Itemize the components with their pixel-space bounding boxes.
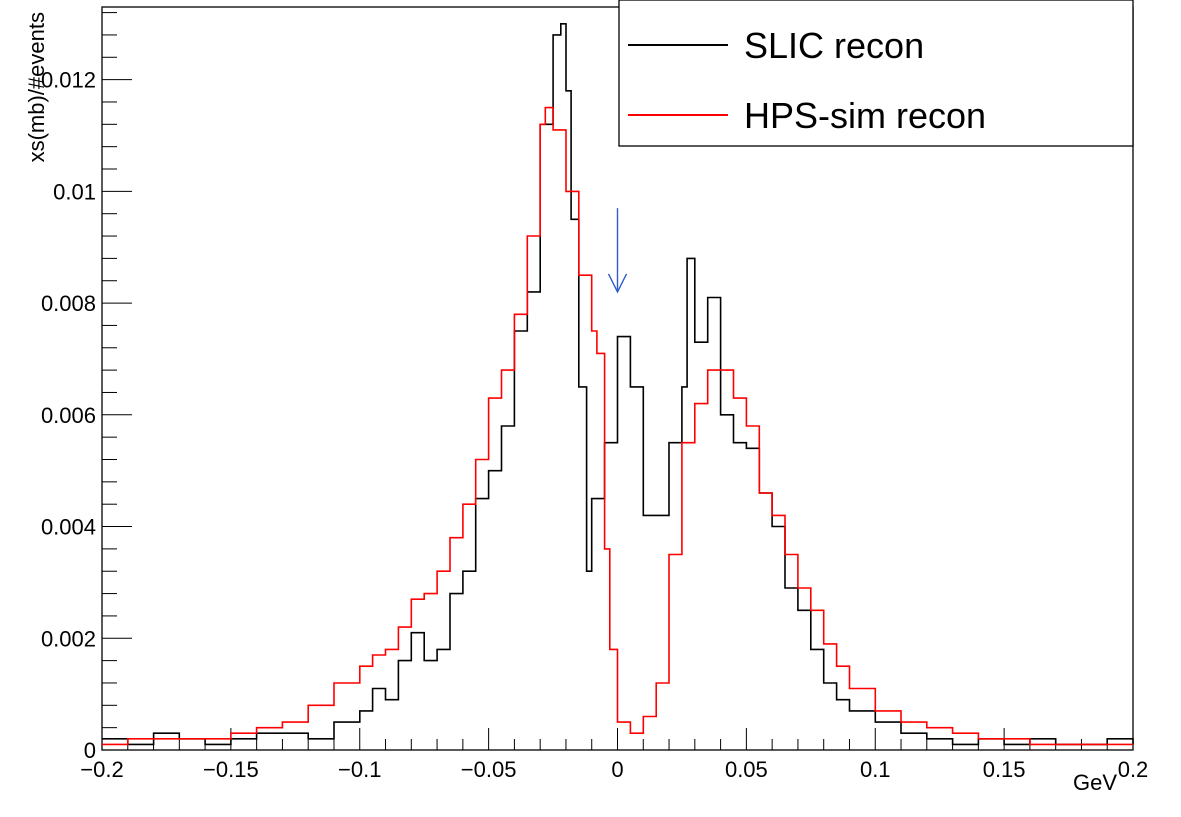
x-tick-label: 0.1 — [860, 757, 891, 782]
x-tick-label: −0.15 — [203, 757, 259, 782]
y-tick-label: 0.006 — [41, 403, 96, 428]
y-tick-label: 0.012 — [41, 68, 96, 93]
x-tick-label: 0.15 — [983, 757, 1026, 782]
series-line-slic-recon — [102, 23, 1134, 746]
x-tick-label: −0.1 — [338, 757, 381, 782]
y-tick-label: 0 — [84, 738, 96, 763]
annotation-arrow — [607, 208, 628, 294]
x-tick-label: 0 — [611, 757, 623, 782]
y-tick-label: 0.01 — [53, 179, 96, 204]
legend-label: HPS-sim recon — [744, 95, 986, 136]
x-tick-label: 0.05 — [725, 757, 768, 782]
x-tick-label: −0.05 — [461, 757, 517, 782]
y-axis-title: xs(mb)/#events — [24, 12, 49, 162]
y-tick-label: 0.002 — [41, 626, 96, 651]
y-tick-label: 0.004 — [41, 515, 96, 540]
legend-box — [618, 0, 1134, 147]
x-tick-label: 0.2 — [1118, 757, 1149, 782]
x-axis-title: GeV — [1073, 770, 1117, 795]
series-line-hps-sim-recon — [102, 106, 1133, 746]
y-tick-label: 0.008 — [41, 291, 96, 316]
legend-label: SLIC recon — [744, 25, 924, 66]
x-tick-label: −0.2 — [80, 757, 123, 782]
